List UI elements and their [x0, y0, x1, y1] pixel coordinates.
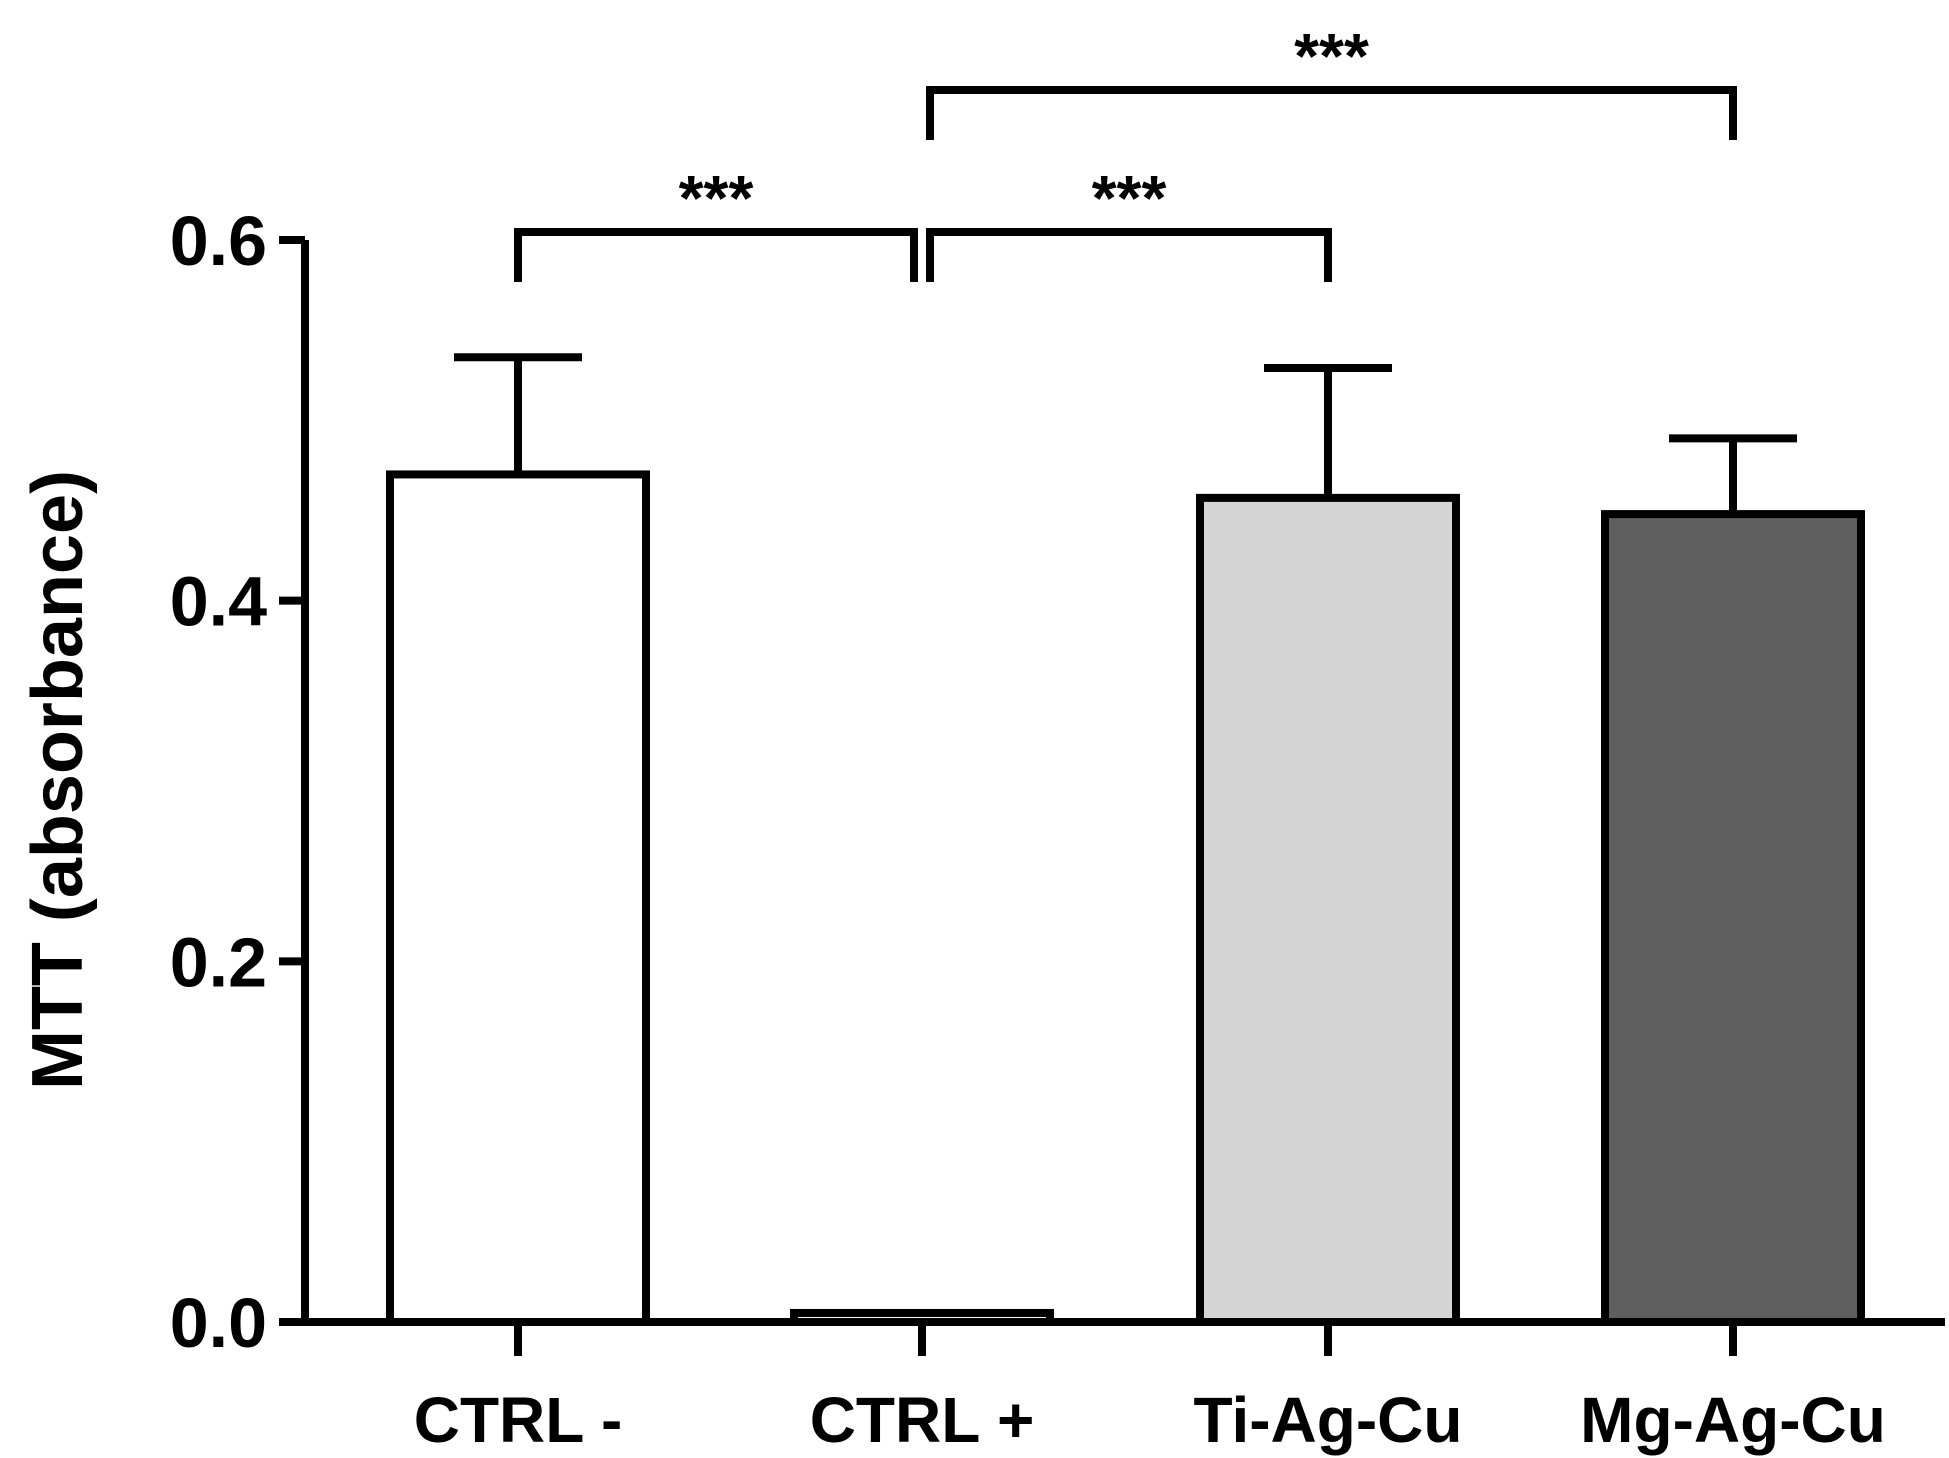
bar [386, 470, 650, 1326]
y-axis-title: MTT (absorbance) [18, 470, 98, 1090]
x-tick-label: Mg-Ag-Cu [1580, 1384, 1886, 1456]
bar [1196, 493, 1460, 1327]
ticks-group: 0.0 0.2 0.4 0.6 CTRL - CTRL + Ti-Ag-Cu Mg-Ag-Cu [170, 202, 1886, 1456]
significance-bracket [514, 228, 918, 282]
x-tick-label: CTRL + [810, 1384, 1035, 1456]
bar [1601, 510, 1865, 1326]
y-tick-label: 0.6 [170, 202, 267, 280]
y-tick-label: 0.2 [170, 923, 267, 1001]
bar [790, 1308, 1054, 1326]
y-tick-label: 0.4 [170, 563, 267, 641]
bars-group [386, 470, 1865, 1327]
y-tick-label: 0.0 [170, 1284, 267, 1362]
significance-label: *** [1294, 20, 1369, 92]
significance-bracket [926, 86, 1737, 140]
x-tick-label: Ti-Ag-Cu [1194, 1384, 1463, 1456]
error-bars-group [454, 353, 1797, 515]
significance-group: *** *** *** [514, 20, 1737, 282]
significance-bracket [926, 228, 1332, 282]
significance-label: *** [1092, 162, 1167, 234]
x-tick-label: CTRL - [414, 1384, 623, 1456]
significance-label: *** [679, 162, 754, 234]
